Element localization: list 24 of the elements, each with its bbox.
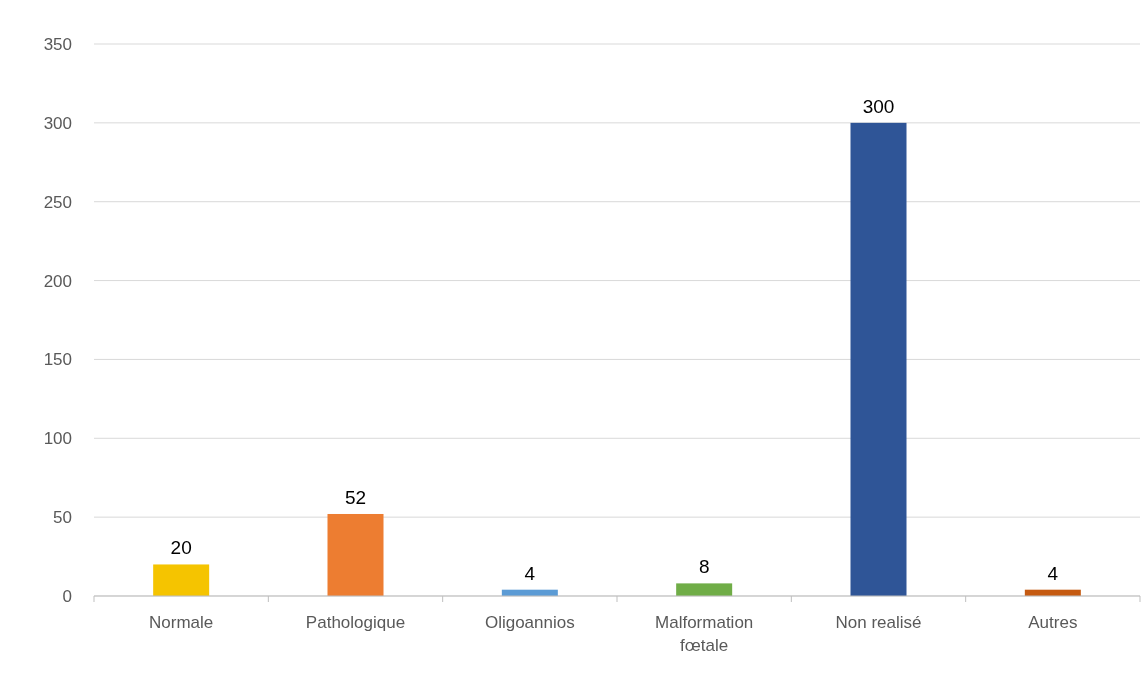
y-tick-label: 100 — [43, 429, 72, 449]
x-tick-label: Non realisé — [835, 613, 922, 632]
x-tick-label: Pathologique — [305, 613, 406, 632]
y-tick-label: 0 — [62, 586, 72, 606]
data-label: 300 — [862, 95, 895, 117]
y-tick-label: 350 — [43, 34, 72, 54]
data-label: 4 — [524, 562, 536, 584]
y-tick-label: 250 — [43, 192, 72, 212]
y-tick-label: 150 — [43, 350, 72, 370]
x-tick-label: Oligoannios — [484, 613, 575, 632]
bar — [327, 513, 384, 596]
data-label: 8 — [698, 556, 710, 578]
x-tick-label: Malformation fœtale — [655, 613, 754, 655]
bar — [676, 583, 733, 596]
data-label: 4 — [1047, 562, 1059, 584]
x-tick-label: Normale — [149, 613, 214, 632]
y-tick-label: 50 — [53, 508, 72, 528]
x-tick-label: Autres — [1028, 613, 1078, 632]
y-tick-label: 300 — [43, 113, 72, 133]
data-label: 20 — [170, 537, 192, 559]
data-label: 52 — [344, 486, 367, 508]
y-tick-label: 200 — [43, 271, 72, 291]
bar — [850, 122, 907, 596]
bar — [153, 564, 210, 596]
